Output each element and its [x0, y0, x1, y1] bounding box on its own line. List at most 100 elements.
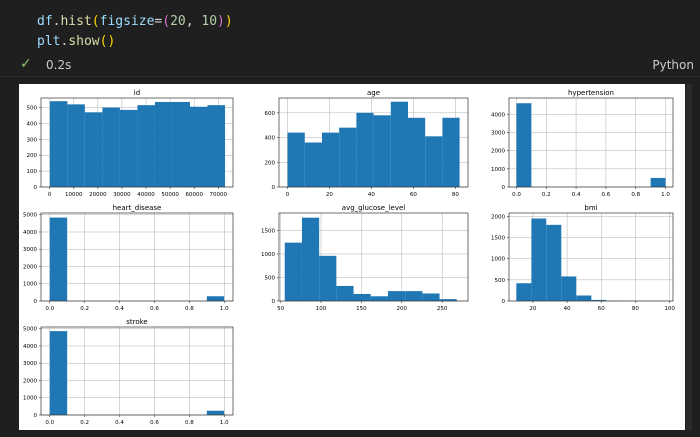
histogram-figure: id0 10000 20000 30000 40000 50000 60000 7000001…: [23, 89, 675, 426]
histogram-bar: [102, 107, 120, 187]
chart-title: avg_glucose_level: [342, 204, 405, 212]
y-tick-label: 400: [27, 121, 38, 127]
execution-time: 0.2s: [46, 58, 72, 72]
code-token: hist: [60, 14, 92, 29]
code-token: (: [91, 14, 100, 29]
x-tick-label: 0.4: [572, 192, 581, 198]
y-tick-label: 200: [265, 160, 276, 166]
x-tick-label: 0.4: [115, 420, 124, 426]
y-tick-label: 500: [495, 278, 506, 284]
y-tick-label: 1000: [491, 167, 505, 173]
y-tick-label: 300: [27, 137, 38, 143]
y-tick-label: 3000: [491, 131, 505, 137]
histogram-bar: [189, 106, 208, 187]
histogram-bar: [301, 217, 320, 301]
code-token: ,: [185, 14, 202, 29]
histogram-bar: [49, 331, 68, 415]
y-tick-label: 1500: [261, 228, 275, 234]
y-tick-label: 0: [34, 185, 38, 191]
histogram-bar: [387, 291, 406, 301]
y-tick-label: 0: [502, 185, 506, 191]
y-tick-label: 2000: [491, 149, 505, 155]
histogram-bar: [425, 136, 443, 187]
x-tick-label: 0: [286, 192, 290, 198]
histogram-stroke: stroke 0.0 0.2 0.4 0.6 0.8 1.0 0 1000 2000 3000 400…: [23, 318, 234, 426]
y-tick-label: 4000: [491, 112, 505, 118]
histogram-bar: [206, 410, 225, 415]
checkmark-icon: ✓: [20, 56, 32, 72]
cell-status-bar: ✓ 0.2s Python: [0, 55, 700, 77]
y-tick-label: 1500: [491, 236, 505, 242]
x-tick-label: 0.8: [185, 420, 194, 426]
x-tick-label: 0.0: [512, 192, 521, 198]
y-tick-label: 1000: [23, 396, 37, 402]
histogram-bar: [407, 117, 426, 187]
histogram-bar: [319, 255, 337, 301]
histogram-bar: [405, 291, 423, 301]
x-tick-label: 0.2: [542, 192, 551, 198]
code-token: =: [154, 14, 163, 29]
cell-output: id 0 10000 20000 30000 40000 50000 60000 70000 0 1…: [19, 84, 685, 430]
code-token: plt: [37, 34, 61, 49]
histogram-bar: [119, 109, 138, 187]
x-tick-label: 80: [632, 306, 639, 312]
code-token: (: [162, 14, 171, 29]
y-tick-label: 1000: [261, 252, 275, 258]
x-tick-label: 10000: [65, 192, 83, 198]
y-tick-label: 0: [34, 299, 38, 305]
code-line-2[interactable]: plt.show(): [37, 34, 115, 49]
x-tick-label: 1.0: [220, 306, 229, 312]
x-tick-label: 200: [397, 306, 408, 312]
code-token: 10: [201, 14, 218, 29]
y-tick-label: 0: [502, 299, 506, 305]
histogram-bar: [650, 177, 666, 187]
x-tick-label: 60000: [185, 192, 203, 198]
x-tick-label: 20000: [89, 192, 107, 198]
histogram-bar: [576, 295, 592, 301]
axes-frame: [40, 326, 234, 416]
y-tick-label: 200: [27, 153, 38, 159]
x-tick-label: 0.0: [45, 420, 54, 426]
histogram-bar: [390, 101, 408, 187]
code-cell[interactable]: df.hist(figsize=(20, 10)) plt.show() ✓ 0…: [0, 0, 700, 77]
x-tick-label: 0.4: [115, 306, 124, 312]
x-tick-label: 50: [277, 306, 284, 312]
x-tick-label: 0.6: [150, 306, 159, 312]
chart-title: heart_disease: [113, 204, 162, 212]
x-tick-label: 80: [452, 192, 459, 198]
code-token: ): [217, 14, 225, 29]
y-tick-label: 3000: [23, 361, 37, 367]
x-tick-label: 50000: [161, 192, 179, 198]
y-tick-label: 1000: [491, 257, 505, 263]
histogram-bar: [516, 283, 532, 301]
histogram-bar: [137, 105, 155, 187]
x-tick-label: 100: [316, 306, 327, 312]
y-tick-label: 0: [34, 413, 38, 419]
x-tick-label: 1.0: [661, 192, 670, 198]
axes-frame: [278, 212, 469, 302]
code-token: 20: [170, 14, 186, 29]
y-tick-label: 3000: [23, 247, 37, 253]
axes-frame: [508, 97, 674, 188]
x-tick-label: 0: [48, 192, 52, 198]
histogram-bar: [339, 127, 357, 187]
histogram-bar: [207, 105, 226, 187]
axes-frame: [40, 97, 234, 188]
y-tick-label: 2000: [23, 264, 37, 270]
output-scrollbar[interactable]: [686, 84, 692, 430]
histogram-bar: [442, 117, 460, 187]
histogram-bar: [67, 104, 85, 187]
x-tick-label: 60: [598, 306, 605, 312]
y-tick-label: 5000: [23, 327, 37, 333]
x-tick-label: 20: [326, 192, 333, 198]
axes-frame: [508, 212, 674, 302]
code-line-1[interactable]: df.hist(figsize=(20, 10)): [37, 14, 233, 29]
histogram-bar: [373, 115, 391, 187]
kernel-label[interactable]: Python: [652, 58, 694, 72]
histogram-hypertension: hypertension 0.0 0.2 0.4 0.6 0.8 1.0 0 1000 2000 3…: [491, 89, 674, 198]
chart-title: age: [367, 89, 380, 97]
chart-title: stroke: [126, 318, 148, 326]
y-tick-label: 4000: [23, 344, 37, 350]
histogram-heart-disease: heart_disease 0.0 0.2 0.4 0.6 0.8 1.0 0 1000 2000…: [23, 204, 234, 312]
